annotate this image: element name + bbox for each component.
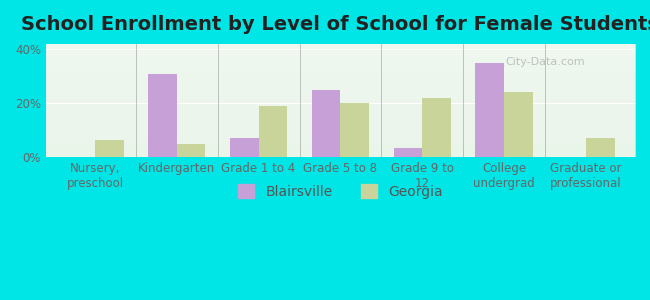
- Bar: [341, 103, 369, 157]
- Bar: [341, 103, 369, 157]
- Bar: [259, 106, 287, 157]
- Bar: [504, 92, 533, 157]
- Bar: [394, 148, 422, 157]
- Bar: [394, 148, 422, 157]
- Bar: [259, 106, 287, 157]
- Bar: [586, 138, 614, 157]
- Bar: [148, 74, 177, 157]
- Bar: [148, 74, 177, 157]
- Bar: [475, 63, 504, 157]
- Bar: [504, 92, 533, 157]
- Text: City-Data.com: City-Data.com: [506, 58, 585, 68]
- Title: School Enrollment by Level of School for Female Students: School Enrollment by Level of School for…: [21, 15, 650, 34]
- Bar: [586, 138, 614, 157]
- Bar: [312, 90, 341, 157]
- Legend: Blairsville, Georgia: Blairsville, Georgia: [232, 178, 448, 204]
- Bar: [177, 144, 205, 157]
- Bar: [177, 144, 205, 157]
- Bar: [230, 138, 259, 157]
- Bar: [422, 98, 451, 157]
- Bar: [475, 63, 504, 157]
- Bar: [230, 138, 259, 157]
- Bar: [95, 140, 124, 157]
- Bar: [95, 140, 124, 157]
- Bar: [422, 98, 451, 157]
- Bar: [312, 90, 341, 157]
